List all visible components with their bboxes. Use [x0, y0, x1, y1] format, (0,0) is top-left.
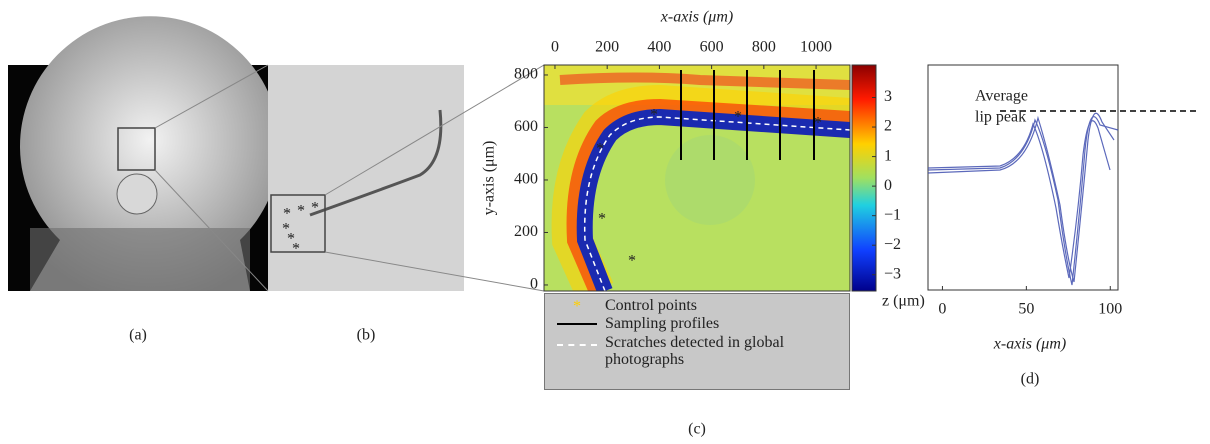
annotation: Average — [975, 88, 1028, 105]
panel-label: (d) — [1021, 371, 1040, 388]
x-tick-label: 600 — [700, 39, 724, 56]
x-tick-label: 0 — [938, 301, 946, 318]
svg-text:*: * — [292, 241, 300, 258]
colorbar-tick-label: 0 — [884, 177, 892, 194]
legend-symbol: * — [573, 298, 581, 315]
x-tick-label: 1000 — [800, 39, 832, 56]
legend-symbol — [557, 344, 597, 346]
sampling-profiles — [680, 70, 815, 160]
y-axis-label: y-axis (μm) — [481, 141, 498, 216]
y-tick-label: 600 — [514, 118, 538, 135]
x-tick-label: 200 — [595, 39, 619, 56]
colorbar-tick-label: −2 — [884, 236, 901, 253]
x-axis-label: x-axis (μm) — [993, 336, 1066, 353]
heatmap-frame — [543, 64, 851, 292]
svg-text:*: * — [598, 211, 606, 228]
panel-label: (a) — [129, 327, 147, 344]
colorbar — [851, 64, 877, 292]
profile-curves — [927, 112, 1119, 286]
y-tick-label: 400 — [514, 171, 538, 188]
svg-text:*: * — [628, 253, 636, 270]
zoom-lines — [154, 64, 545, 292]
colorbar-tick-label: 2 — [884, 118, 892, 135]
svg-text:*: * — [282, 221, 290, 238]
plot-frame — [927, 64, 1119, 291]
legend-label: Sampling profiles — [605, 315, 720, 332]
heatmap: * * * * * * — [544, 65, 850, 291]
legend-label: Scratches detected in global photographs — [605, 334, 785, 368]
photo-a — [8, 16, 281, 291]
y-tick-label: 0 — [530, 276, 538, 293]
asterisks: * * * *** — [282, 200, 319, 258]
y-tick-label: 800 — [514, 66, 538, 83]
panel-label: (c) — [688, 421, 706, 438]
legend-label: Control points — [605, 297, 698, 314]
x-tick-label: 100 — [1098, 301, 1122, 318]
x-tick-label: 0 — [551, 39, 559, 56]
svg-text:*: * — [734, 109, 742, 126]
svg-text:*: * — [283, 206, 291, 223]
x-tick-label: 50 — [1018, 301, 1034, 318]
colorbar-tick-label: −1 — [884, 206, 901, 223]
svg-text:*: * — [814, 115, 822, 132]
colorbar-label: z (μm) — [882, 293, 925, 310]
svg-text:*: * — [287, 231, 295, 248]
photo-b: * * * *** — [268, 65, 464, 291]
control-points: * * * * * * — [596, 107, 822, 270]
x-axis-label: x-axis (μm) — [660, 9, 733, 26]
x-tick-label: 400 — [647, 39, 671, 56]
x-tick-label: 800 — [752, 39, 776, 56]
svg-text:*: * — [297, 203, 305, 220]
svg-text:*: * — [311, 200, 319, 217]
legend-symbol — [557, 323, 597, 325]
svg-text:*: * — [650, 107, 658, 124]
annotation: lip peak — [975, 109, 1026, 126]
panel-label: (b) — [357, 327, 376, 344]
colorbar-tick-label: −3 — [884, 265, 901, 282]
colorbar-tick-label: 1 — [884, 147, 892, 164]
colorbar-tick-label: 3 — [884, 88, 892, 105]
legend: * Control points Sampling profiles Scrat… — [544, 293, 850, 390]
svg-text:*: * — [596, 141, 604, 158]
y-tick-label: 200 — [514, 223, 538, 240]
